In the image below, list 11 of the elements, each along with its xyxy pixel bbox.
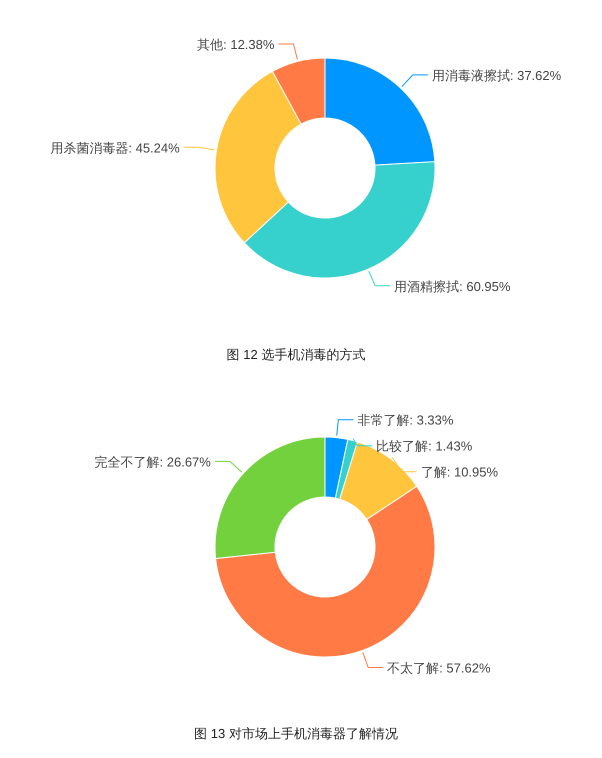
slice-label: 完全不了解: 26.67% — [94, 454, 212, 470]
slice-label: 不太了解: 57.62% — [387, 660, 491, 676]
slice-label: 用消毒液擦拭: 37.62% — [432, 68, 562, 83]
legend-label: 比较了解: 1.43% — [376, 438, 473, 454]
slice-label: 用酒精擦拭: 60.95% — [394, 278, 511, 294]
slice-label: 了解: 10.95% — [420, 464, 499, 480]
slice-label: 用杀菌消毒器: 45.24% — [50, 140, 180, 156]
text: 图 13 对市场上手机消毒器了解情况 — [194, 726, 398, 741]
text: 图 12 选手机消毒的方式 — [226, 347, 366, 362]
slice-label: 其他: 12.38% — [197, 36, 275, 52]
slice-label: 非常了解: 3.33% — [357, 412, 454, 428]
